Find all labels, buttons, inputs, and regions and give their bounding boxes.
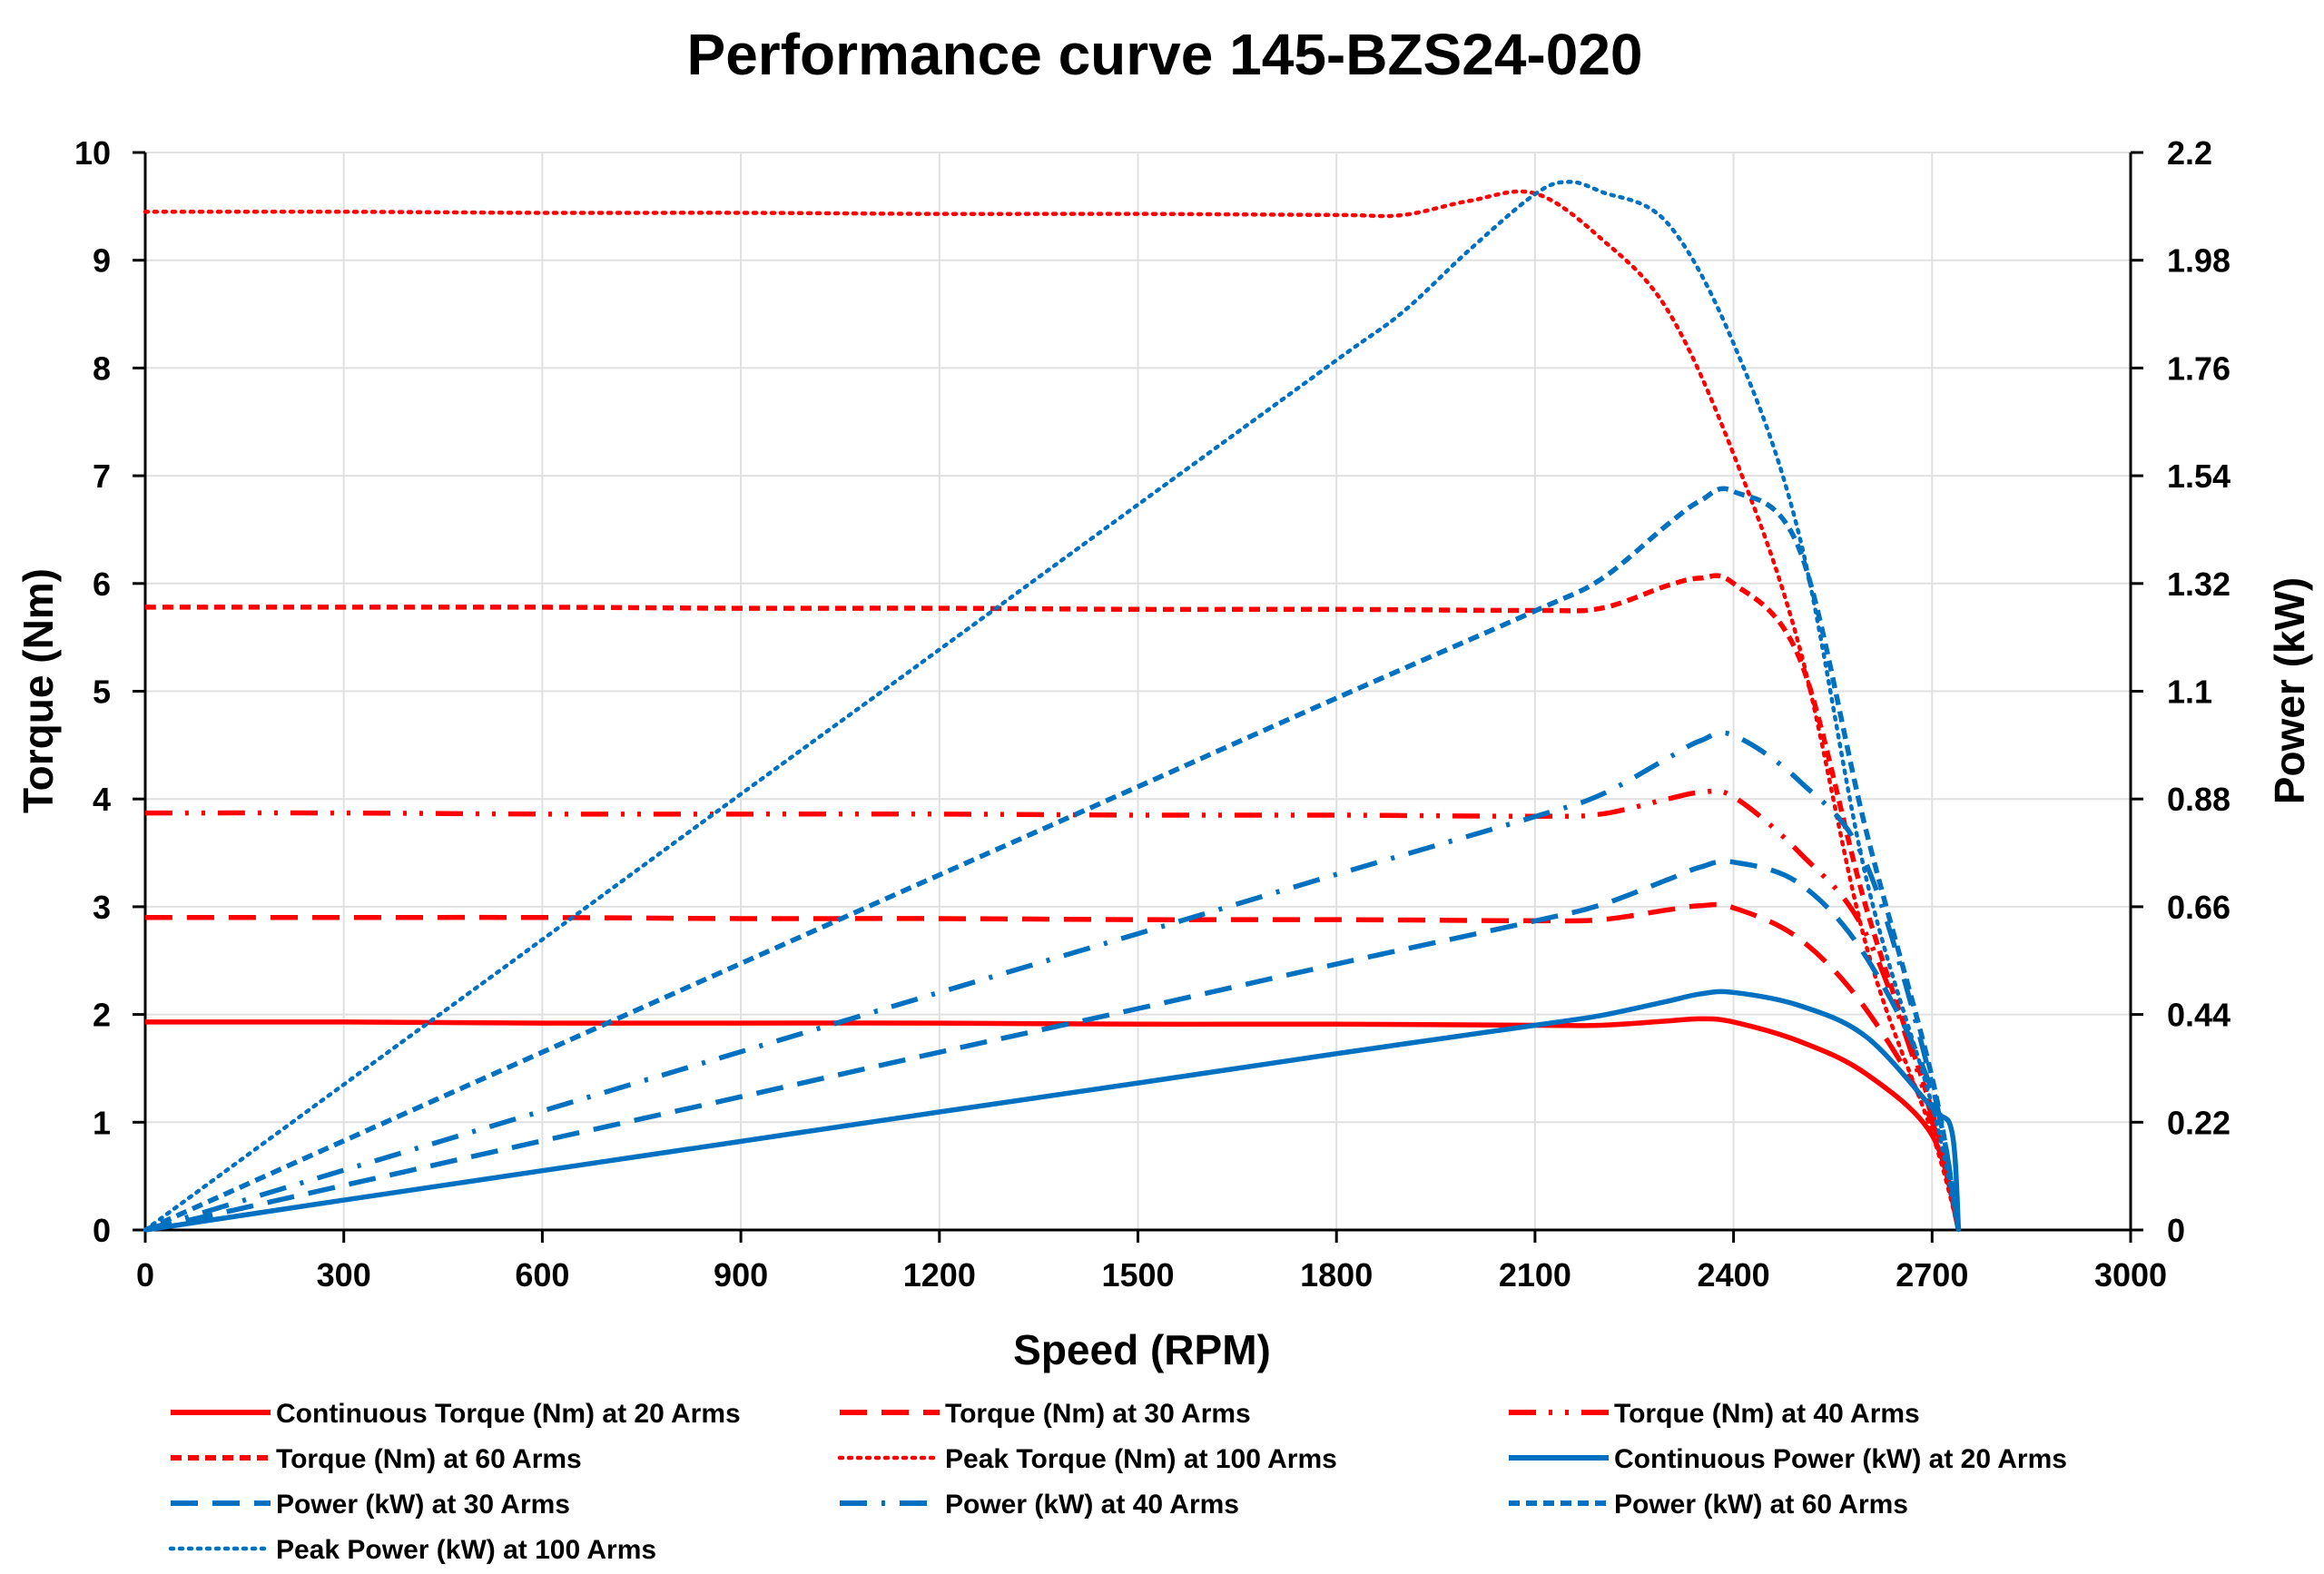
y2-tick-label: 0.22	[2167, 1104, 2230, 1141]
x-tick-label: 900	[714, 1256, 768, 1294]
chart-title: Performance curve 145-BZS24-020	[687, 22, 1643, 87]
y-tick-label: 2	[93, 997, 111, 1034]
y-tick-label: 9	[93, 242, 111, 280]
series-line-1	[144, 1016, 1962, 1231]
series-line-10	[143, 180, 1961, 1233]
series-line-3	[144, 788, 1962, 1231]
legend-label: Continuous Power (kW) at 20 Arms	[1614, 1444, 2067, 1474]
series-line-7	[144, 859, 1962, 1233]
series-lines	[143, 180, 1962, 1233]
x-tick-label: 1500	[1101, 1256, 1174, 1294]
legend-label: Power (kW) at 40 Arms	[945, 1490, 1239, 1520]
x-tick-label: 2400	[1698, 1256, 1770, 1294]
y2-tick-label: 1.98	[2167, 242, 2230, 280]
y-tick-label: 4	[93, 781, 111, 818]
y2-tick-label: 2.2	[2167, 134, 2212, 172]
legend-label: Torque (Nm) at 60 Arms	[276, 1444, 582, 1474]
x-tick-label: 300	[317, 1256, 371, 1294]
y2-axis-title: Power (kW)	[2266, 577, 2313, 804]
series-line-5	[143, 189, 1961, 1233]
y-tick-label: 1	[93, 1104, 111, 1141]
y-tick-label: 0	[93, 1212, 111, 1249]
legend-label: Peak Torque (Nm) at 100 Arms	[945, 1444, 1337, 1474]
y-axis-title: Torque (Nm)	[15, 568, 62, 813]
y-tick-label: 10	[74, 134, 111, 172]
series-line-2	[145, 901, 1962, 1231]
y-tick-label: 5	[93, 674, 111, 711]
x-tick-label: 2700	[1896, 1256, 1968, 1294]
x-tick-label: 2100	[1499, 1256, 1571, 1294]
legend-label: Torque (Nm) at 40 Arms	[1614, 1399, 1920, 1429]
x-tick-label: 3000	[2094, 1256, 2167, 1294]
legend: Continuous Torque (Nm) at 20 Arms Torque …	[168, 1399, 2067, 1565]
y2-tick-label: 0.88	[2167, 781, 2230, 818]
y2-tick-label: 1.76	[2167, 349, 2230, 387]
y-tick-label: 7	[93, 457, 111, 495]
series-line-8	[144, 730, 1962, 1233]
x-tick-label: 1200	[903, 1256, 976, 1294]
y2-tick-label: 0	[2167, 1212, 2185, 1249]
y-tick-label: 8	[93, 349, 111, 387]
y2-tick-label: 0.44	[2167, 997, 2230, 1034]
y2-tick-label: 1.1	[2167, 674, 2212, 711]
x-tick-label: 1800	[1300, 1256, 1373, 1294]
gridlines	[145, 152, 2131, 1230]
y-tick-label: 6	[93, 566, 111, 603]
legend-label: Power (kW) at 60 Arms	[1614, 1490, 1908, 1520]
x-tick-label: 0	[136, 1256, 154, 1294]
series-line-6	[144, 989, 1962, 1233]
legend-label: Power (kW) at 30 Arms	[276, 1490, 570, 1520]
legend-label: Peak Power (kW) at 100 Arms	[276, 1535, 656, 1565]
x-axis-title: Speed (RPM)	[1013, 1326, 1271, 1373]
y2-tick-label: 1.54	[2167, 457, 2230, 495]
y2-tick-label: 1.32	[2167, 566, 2230, 603]
series-line-4	[145, 573, 1962, 1231]
x-tick-label: 600	[515, 1256, 569, 1294]
y2-tick-label: 0.66	[2167, 889, 2230, 926]
legend-label: Continuous Torque (Nm) at 20 Arms	[276, 1399, 741, 1429]
legend-label: Torque (Nm) at 30 Arms	[945, 1399, 1251, 1429]
series-line-9	[143, 486, 1962, 1233]
y-tick-label: 3	[93, 889, 111, 926]
